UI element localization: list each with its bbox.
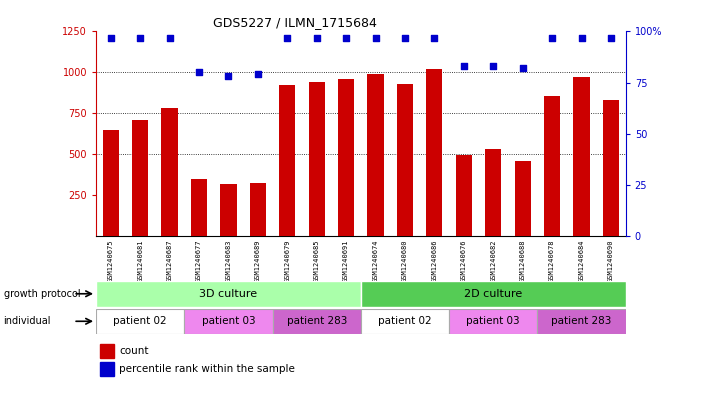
Text: GSM1240685: GSM1240685 (314, 239, 320, 282)
Text: GSM1240680: GSM1240680 (402, 239, 408, 282)
Bar (191, 179, 207, 236)
Text: patient 283: patient 283 (551, 316, 611, 326)
Text: GSM1240688: GSM1240688 (520, 239, 525, 282)
Point (341, 35, 352, 41)
Text: GSM1240682: GSM1240682 (491, 239, 496, 282)
Bar (485, 149, 501, 236)
Bar (456, 155, 472, 236)
Bar (574, 77, 589, 236)
Text: growth protocol: growth protocol (4, 289, 80, 299)
Text: GSM1240683: GSM1240683 (225, 239, 231, 282)
Point (400, 35, 411, 41)
Point (105, 35, 117, 41)
Point (370, 35, 381, 41)
Point (311, 35, 322, 41)
Bar (427, 69, 442, 236)
Text: GSM1240676: GSM1240676 (461, 239, 467, 282)
Bar (184, 309, 272, 334)
Text: GSM1240684: GSM1240684 (579, 239, 584, 282)
Point (488, 63, 499, 69)
Text: 3D culture: 3D culture (199, 289, 257, 299)
Text: patient 02: patient 02 (113, 316, 167, 326)
Bar (360, 281, 626, 307)
Point (223, 73, 234, 79)
Bar (368, 74, 384, 236)
Bar (100, 362, 114, 376)
Text: patient 02: patient 02 (378, 316, 432, 326)
Point (605, 35, 616, 41)
Bar (279, 85, 295, 236)
Bar (603, 100, 619, 236)
Point (134, 35, 146, 41)
Bar (96, 309, 184, 334)
Bar (132, 120, 148, 236)
Text: GSM1240679: GSM1240679 (284, 239, 290, 282)
Point (547, 35, 558, 41)
Text: patient 03: patient 03 (466, 316, 520, 326)
Text: patient 283: patient 283 (287, 316, 347, 326)
Text: GDS5227 / ILMN_1715684: GDS5227 / ILMN_1715684 (213, 16, 377, 29)
Text: GSM1240674: GSM1240674 (373, 239, 378, 282)
Text: GSM1240678: GSM1240678 (549, 239, 555, 282)
Text: GSM1240690: GSM1240690 (608, 239, 614, 282)
Bar (515, 161, 531, 236)
Bar (220, 184, 237, 236)
Point (164, 35, 175, 41)
Text: percentile rank within the sample: percentile rank within the sample (119, 364, 295, 374)
Text: GSM1240686: GSM1240686 (432, 239, 437, 282)
Bar (272, 309, 360, 334)
Text: GSM1240691: GSM1240691 (343, 239, 349, 282)
Bar (544, 96, 560, 236)
Text: count: count (119, 346, 149, 356)
Text: 2D culture: 2D culture (464, 289, 523, 299)
Bar (538, 309, 626, 334)
Bar (102, 130, 119, 236)
Text: GSM1240681: GSM1240681 (137, 239, 143, 282)
Bar (338, 79, 354, 236)
Text: patient 03: patient 03 (202, 316, 255, 326)
Point (193, 69, 205, 75)
Text: GSM1240689: GSM1240689 (255, 239, 261, 282)
Point (282, 35, 293, 41)
Point (576, 35, 587, 41)
Bar (96, 281, 360, 307)
Point (429, 35, 440, 41)
Bar (250, 183, 266, 236)
Bar (161, 108, 178, 236)
Text: GSM1240677: GSM1240677 (196, 239, 202, 282)
Bar (397, 84, 413, 236)
Bar (449, 309, 538, 334)
Text: GSM1240687: GSM1240687 (166, 239, 173, 282)
Point (458, 63, 469, 69)
Bar (309, 82, 325, 236)
Bar (100, 344, 114, 358)
Bar (360, 309, 449, 334)
Point (252, 71, 264, 77)
Point (517, 65, 528, 72)
Text: GSM1240675: GSM1240675 (107, 239, 114, 282)
Text: individual: individual (4, 316, 51, 326)
